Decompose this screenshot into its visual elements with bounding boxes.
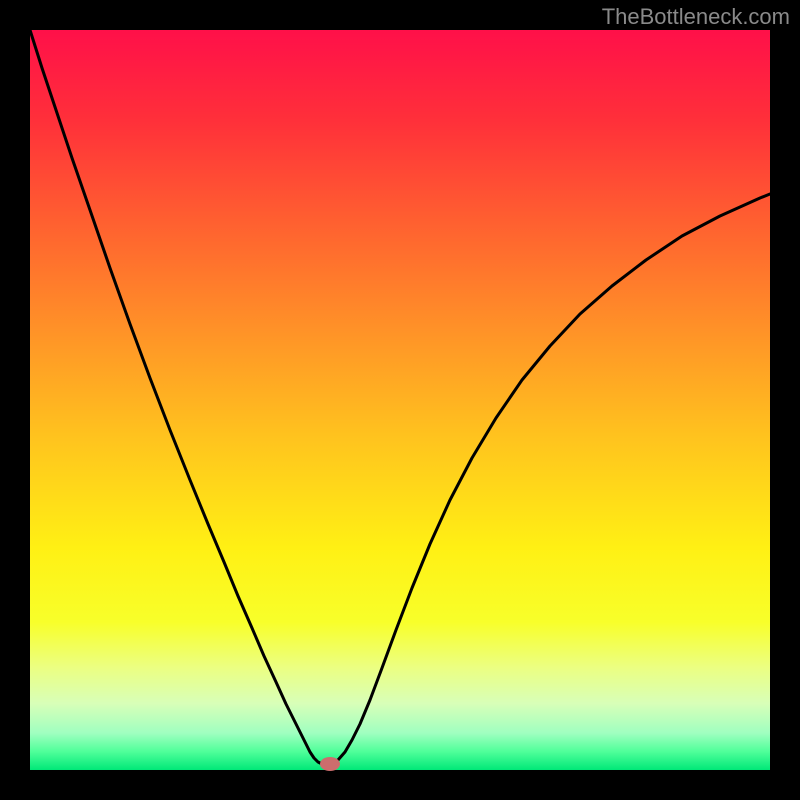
optimal-point-marker — [320, 757, 340, 771]
curve-path — [30, 30, 770, 765]
bottleneck-curve — [0, 0, 800, 800]
watermark-text: TheBottleneck.com — [602, 4, 790, 30]
chart-container: TheBottleneck.com — [0, 0, 800, 800]
